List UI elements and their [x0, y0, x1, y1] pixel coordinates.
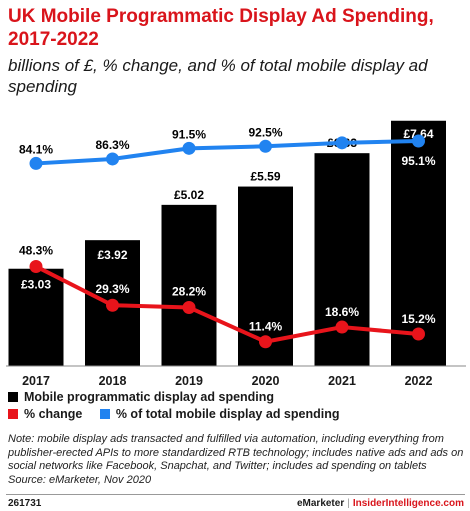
bar-label-2018: £3.92: [97, 248, 127, 262]
pct-total-label-2021: 94.2%: [325, 122, 359, 136]
bar-2019: [161, 204, 217, 366]
x-tick-2022: 2022: [405, 374, 433, 388]
x-tick-2018: 2018: [99, 374, 127, 388]
point-pct-total-2020: [259, 139, 272, 153]
point-pct-change-2020: [259, 335, 272, 349]
pct-total-label-2022: 95.1%: [401, 154, 435, 168]
x-tick-2020: 2020: [252, 374, 280, 388]
bar-label-2019: £5.02: [174, 188, 204, 202]
chart-plot: £3.03£3.92£5.02£5.59£6.63£7.6448.3%29.3%…: [6, 120, 466, 388]
pct-total-label-2019: 91.5%: [172, 127, 206, 141]
note-text: Note: mobile display ads transacted and …: [8, 433, 464, 472]
legend-swatch-bars: [8, 392, 18, 402]
pct-total-label-2018: 86.3%: [95, 138, 129, 152]
legend-label-bars: Mobile programmatic display ad spending: [24, 390, 275, 404]
legend-row-lines: % change % of total mobile display ad sp…: [8, 407, 339, 421]
x-tick-2017: 2017: [22, 374, 50, 388]
source-text: Source: eMarketer, Nov 2020: [8, 473, 152, 486]
line-pct-total: [35, 138, 419, 166]
point-pct-total-2018: [106, 152, 119, 166]
line-pct-change: [35, 264, 419, 344]
pct-change-label-2019: 28.2%: [172, 284, 206, 298]
bar-label-2020: £5.59: [250, 170, 280, 184]
legend-label-pct-change: % change: [24, 407, 83, 421]
x-tick-2021: 2021: [328, 374, 356, 388]
point-pct-total-2017: [29, 156, 43, 170]
pct-change-label-2018: 29.3%: [95, 282, 129, 296]
point-pct-total-2019: [182, 141, 196, 155]
x-tick-2019: 2019: [175, 374, 203, 388]
legend-label-pct-total: % of total mobile display ad spending: [115, 407, 340, 421]
pct-total-label-2020: 92.5%: [248, 125, 282, 139]
pct-change-label-2020: 11.4%: [249, 320, 283, 334]
chart-note: Note: mobile display ads transacted and …: [8, 433, 466, 487]
pct-total-label-2017: 84.1%: [19, 142, 53, 156]
legend-swatch-pct-total: [99, 409, 110, 419]
pct-change-label-2017: 48.3%: [19, 243, 53, 257]
point-pct-change-2018: [106, 298, 119, 312]
legend-swatch-pct-change: [8, 409, 18, 419]
bar-label-2017: £3.03: [21, 278, 51, 292]
brand-footer: eMarketer | InsiderIntelligence.com: [297, 498, 464, 509]
bar-2017: [8, 268, 64, 366]
chart-id: 261731: [8, 498, 42, 509]
point-pct-total-2021: [335, 136, 349, 150]
brand-insiderintelligence: InsiderIntelligence.com: [352, 498, 464, 509]
chart-subtitle: billions of £, % change, and % of total …: [8, 56, 428, 96]
bar-2022: [391, 120, 446, 366]
chart-title: UK Mobile Programmatic Display Ad Spendi…: [8, 6, 434, 50]
point-pct-change-2022: [412, 327, 425, 341]
point-pct-change-2017: [29, 259, 43, 273]
point-pct-change-2021: [335, 320, 349, 334]
brand-emarketer: eMarketer: [296, 498, 345, 509]
point-pct-total-2022: [412, 134, 425, 148]
pct-change-label-2021: 18.6%: [325, 305, 359, 319]
brand-separator: |: [347, 498, 350, 509]
footer-divider: [6, 494, 465, 495]
bar-label-2022: £7.64: [403, 127, 433, 141]
bar-2021: [314, 153, 370, 366]
legend-item-bars: Mobile programmatic display ad spending: [8, 390, 274, 404]
point-pct-change-2019: [182, 300, 196, 314]
pct-change-label-2022: 15.2%: [401, 312, 435, 326]
